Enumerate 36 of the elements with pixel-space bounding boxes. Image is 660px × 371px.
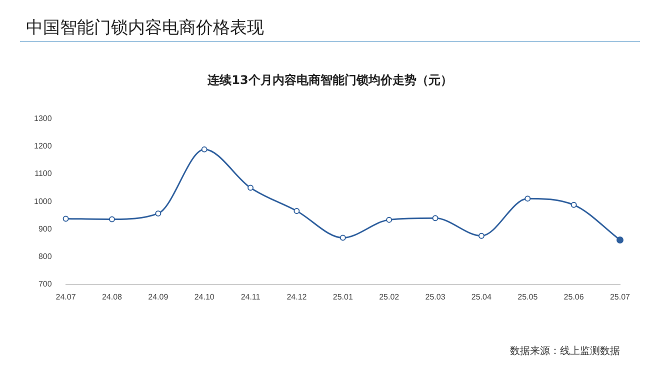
point (294, 208, 300, 214)
x-tick-label: 25.04 (471, 292, 492, 302)
x-tick-label: 25.05 (518, 292, 538, 302)
chart-subtitle: 连续13个月内容电商智能门锁均价走势（元） (206, 72, 454, 89)
chart-title: 中国智能门锁内容电商价格表现 (26, 17, 264, 39)
x-tick-label: 24.08 (102, 292, 123, 302)
x-tick-label: 24.11 (240, 292, 261, 302)
y-tick-label: 1200 (34, 142, 52, 151)
x-tick-label: 24.10 (194, 292, 215, 302)
point (108, 216, 115, 222)
x-tick-label: 25.07 (610, 292, 631, 302)
point (386, 216, 392, 223)
point (478, 232, 484, 239)
y-tick-label: 900 (38, 224, 52, 234)
y-tick-label: 1000 (34, 196, 52, 206)
x-tick-label: 25.02 (379, 292, 400, 302)
point (248, 184, 254, 191)
point (155, 210, 162, 216)
y-tick-label: 800 (38, 252, 52, 262)
x-tick-label: 25.01 (332, 292, 354, 302)
x-tick-label: 25.06 (564, 292, 584, 302)
y-tick-label: 1100 (34, 169, 52, 178)
point (62, 216, 69, 222)
x-tick-label: 24.12 (286, 292, 308, 302)
x-tick-label: 24.09 (148, 292, 169, 302)
y-tick-label: 700 (38, 280, 52, 289)
point (432, 215, 438, 222)
point (340, 234, 346, 241)
point (570, 202, 577, 208)
point (616, 236, 624, 244)
y-tick-label: 1300 (34, 114, 52, 124)
point (524, 196, 531, 202)
x-tick-label: 24.07 (56, 292, 76, 302)
source-note: 数据来源：线上监测数据 (510, 344, 620, 358)
point (201, 146, 208, 152)
x-tick-label: 25.03 (425, 292, 446, 302)
